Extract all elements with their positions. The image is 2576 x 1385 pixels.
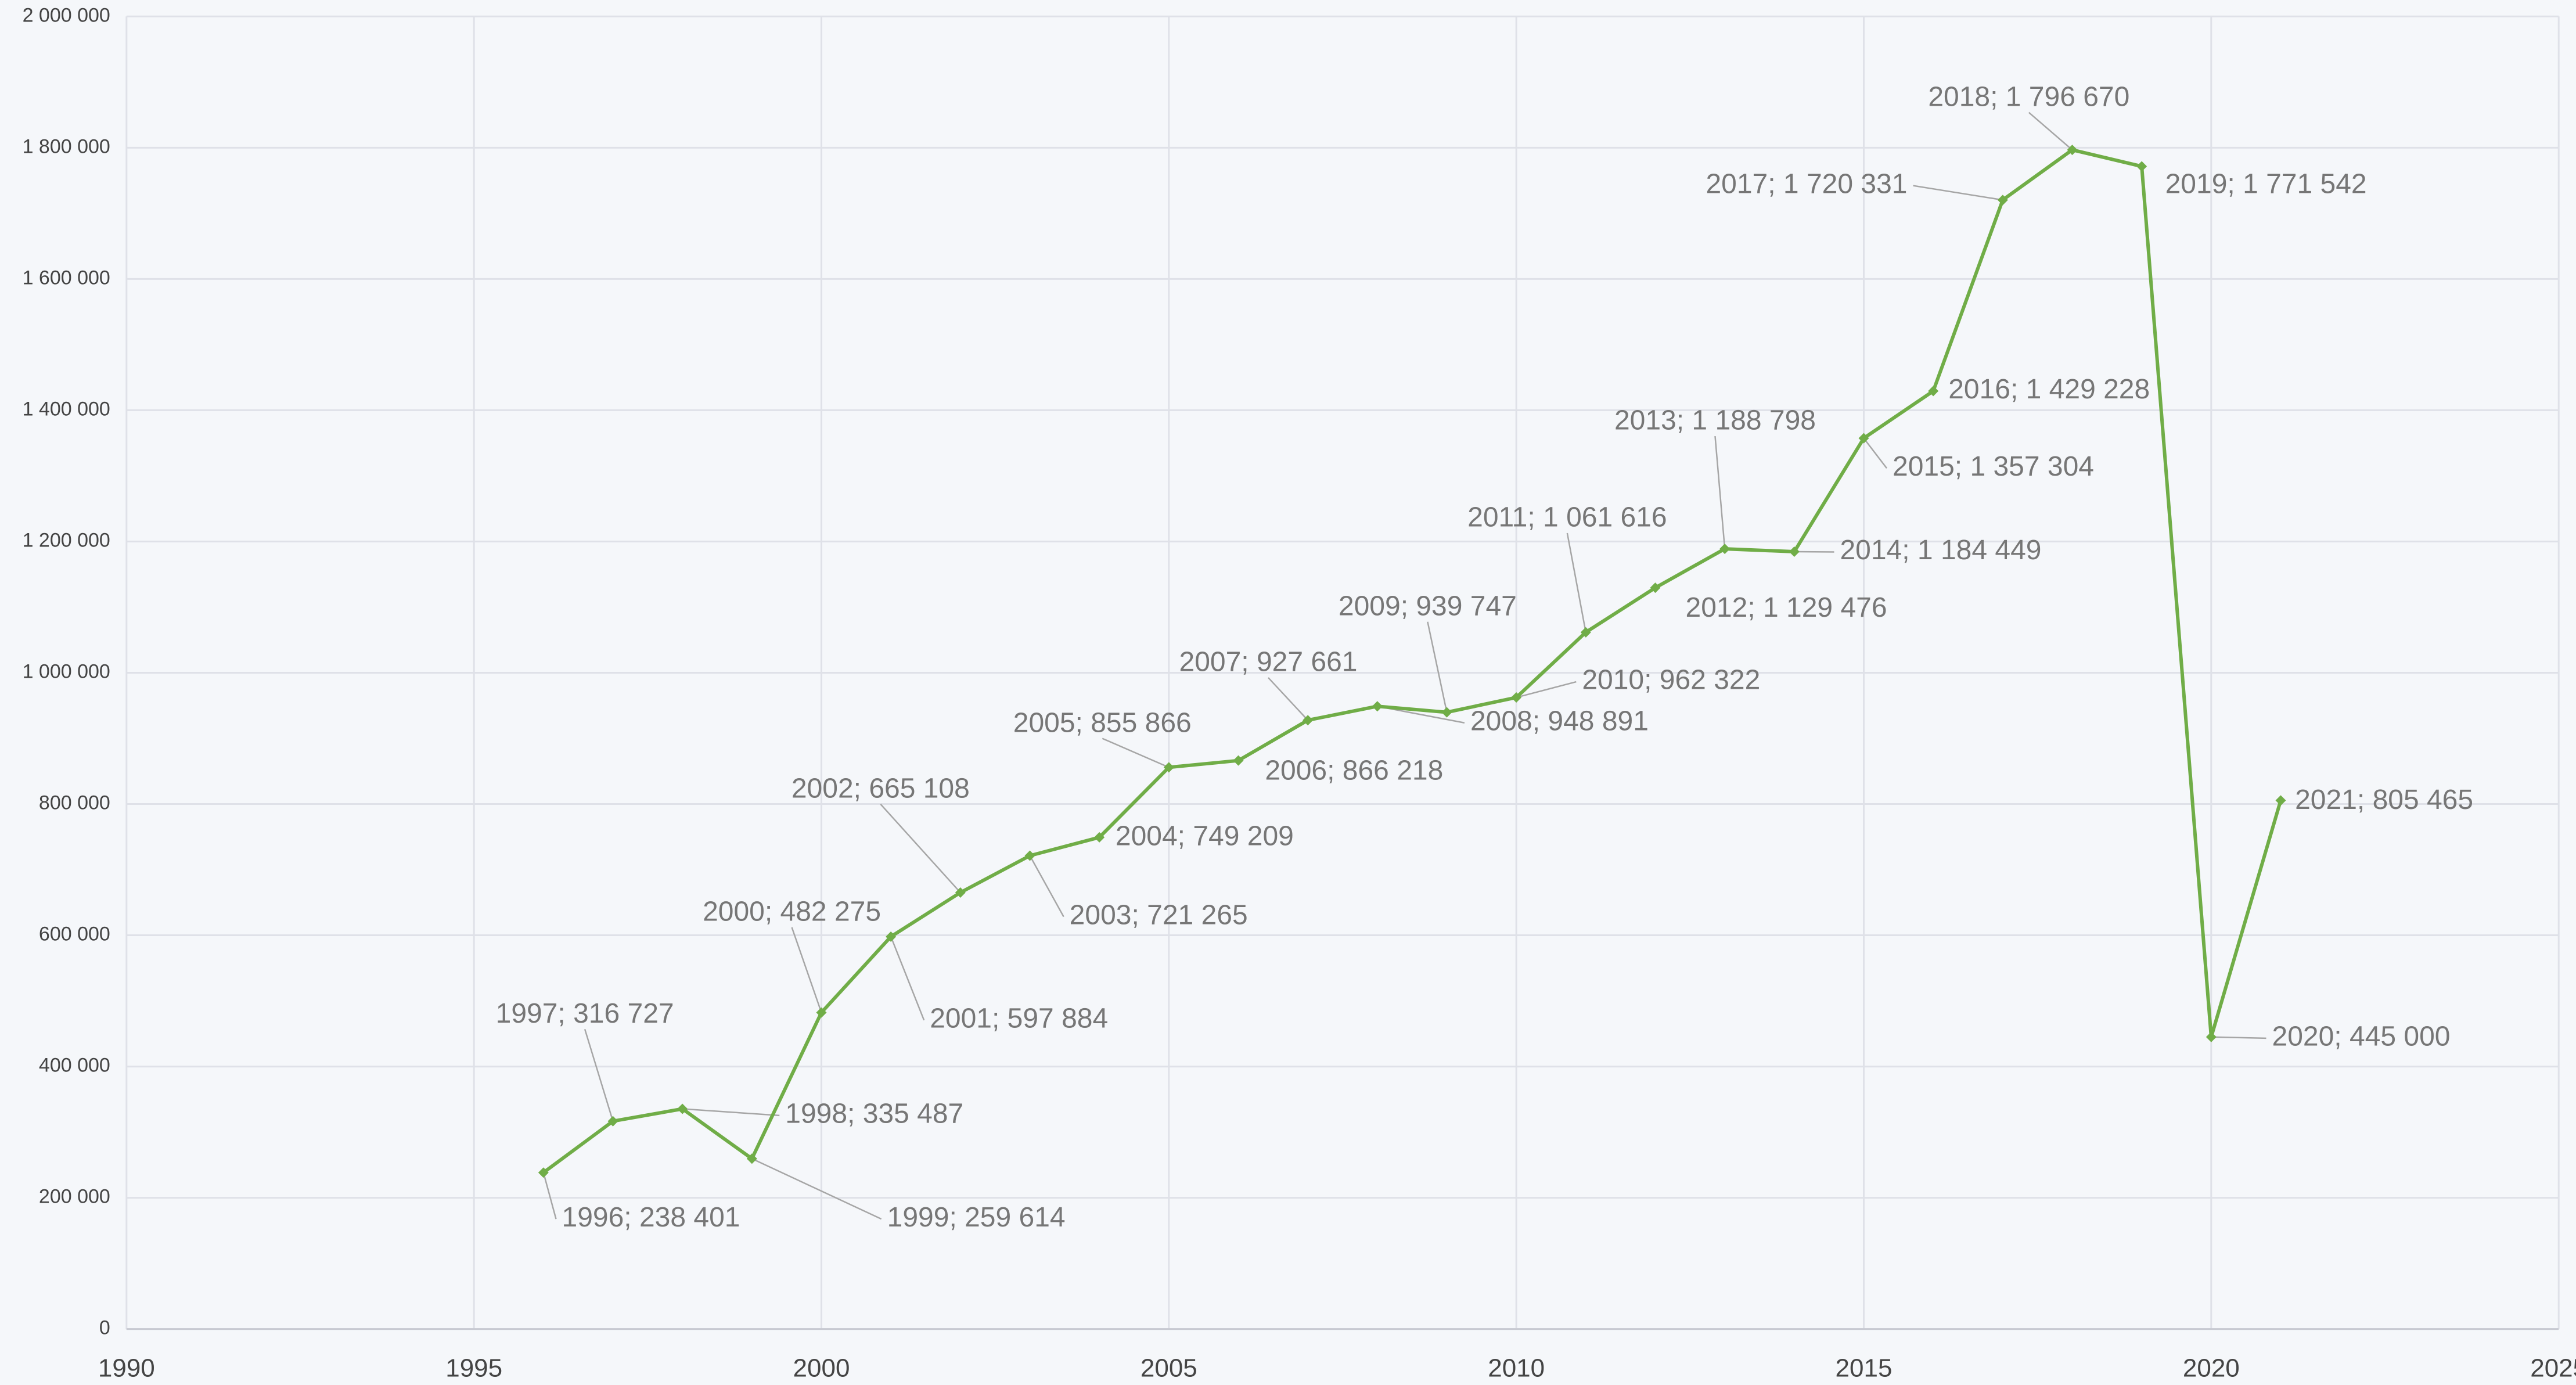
leader-line [542,1172,557,1219]
data-label: 2011; 1 061 616 [1467,502,1667,533]
leader-line [890,936,925,1021]
data-point [607,1116,618,1127]
data-point [2067,145,2078,156]
x-tick-label: 2015 [1836,1354,1893,1382]
data-point [1303,715,1314,726]
y-tick-label: 0 [99,1317,110,1339]
data-point [2275,795,2286,806]
leader-line [1913,185,2003,201]
data-label: 1999; 259 614 [887,1202,1066,1233]
leader-line [751,1158,882,1220]
data-label: 2005; 855 866 [1013,707,1192,738]
data-point [1997,195,2008,206]
data-point [746,1153,757,1164]
leader-line [1566,533,1587,633]
data-point [1580,627,1591,638]
data-label: 2000; 482 275 [703,897,881,927]
x-tick-label: 2005 [1141,1354,1197,1382]
data-label: 2016; 1 429 228 [1948,374,2150,405]
data-point [1163,762,1174,773]
leader-line [1516,681,1577,699]
data-label: 2010; 962 322 [1582,665,1760,696]
data-label: 2018; 1 796 670 [1928,81,2129,112]
data-label: 2004; 749 209 [1116,821,1294,851]
data-point [1928,386,1939,397]
data-label: 2015; 1 357 304 [1893,451,2094,482]
data-line [542,148,2283,1174]
leader-line [1102,738,1170,768]
leader-line [584,1028,614,1122]
y-tick-label: 800 000 [39,792,110,814]
data-point [2206,1031,2217,1042]
y-tick-label: 1 400 000 [23,398,110,420]
y-tick-label: 200 000 [39,1186,110,1208]
leader-line [1714,436,1726,549]
leader-line [791,927,822,1013]
data-label: 2006; 866 218 [1265,755,1443,786]
x-tick-label: 2000 [793,1354,850,1382]
data-label: 2013; 1 188 798 [1614,405,1816,436]
data-label: 2007; 927 661 [1179,647,1358,678]
leader-line [682,1108,780,1117]
y-tick-label: 1 800 000 [23,135,110,157]
data-label: 1996; 238 401 [562,1202,740,1233]
leader-line [2028,111,2073,151]
y-tick-label: 1 600 000 [23,267,110,289]
leader-line [1268,677,1309,721]
data-label: 2019; 1 771 542 [2165,168,2367,199]
data-point [1094,832,1105,843]
leader-line [2211,1036,2266,1039]
data-label: 2014; 1 184 449 [1840,535,2041,566]
leader-line [1427,621,1448,713]
y-tick-label: 2 000 000 [23,4,110,26]
data-point [1441,707,1452,718]
data-label: 1998; 335 487 [785,1099,963,1129]
x-tick-label: 1990 [98,1354,155,1382]
data-label: 2008; 948 891 [1470,706,1649,736]
data-label: 2002; 665 108 [791,773,970,804]
leader-line [1863,437,1888,469]
y-tick-label: 600 000 [39,923,110,945]
data-point [1719,544,1730,555]
y-tick-label: 400 000 [39,1055,110,1077]
leader-line [880,803,961,893]
leader-line [1029,855,1064,918]
data-label: 2017; 1 720 331 [1706,168,1907,199]
data-point [1789,546,1800,557]
data-label: 2001; 597 884 [930,1003,1108,1034]
y-tick-label: 1 200 000 [23,529,110,551]
data-point [1858,433,1869,444]
data-point [955,887,966,898]
data-point [816,1007,827,1018]
data-label: 2021; 805 465 [2295,785,2473,815]
data-label: 2003; 721 265 [1070,900,1248,930]
data-point [677,1103,688,1114]
data-point [1650,582,1661,593]
data-point [1511,692,1522,703]
data-point [1372,701,1383,712]
data-point [1233,755,1244,766]
x-tick-label: 2010 [1488,1354,1545,1382]
data-point [538,1167,549,1178]
data-label: 2009; 939 747 [1339,591,1517,621]
data-point [1024,850,1035,861]
data-label: 2012; 1 129 476 [1686,592,1887,623]
data-point [886,931,897,942]
x-tick-label: 2025 [2530,1354,2576,1382]
y-tick-label: 1 000 000 [23,660,110,682]
data-label: 2020; 445 000 [2272,1021,2451,1052]
x-tick-label: 1995 [445,1354,502,1382]
x-tick-label: 2020 [2183,1354,2240,1382]
data-label: 1997; 316 727 [496,998,674,1029]
data-point [2136,161,2147,172]
